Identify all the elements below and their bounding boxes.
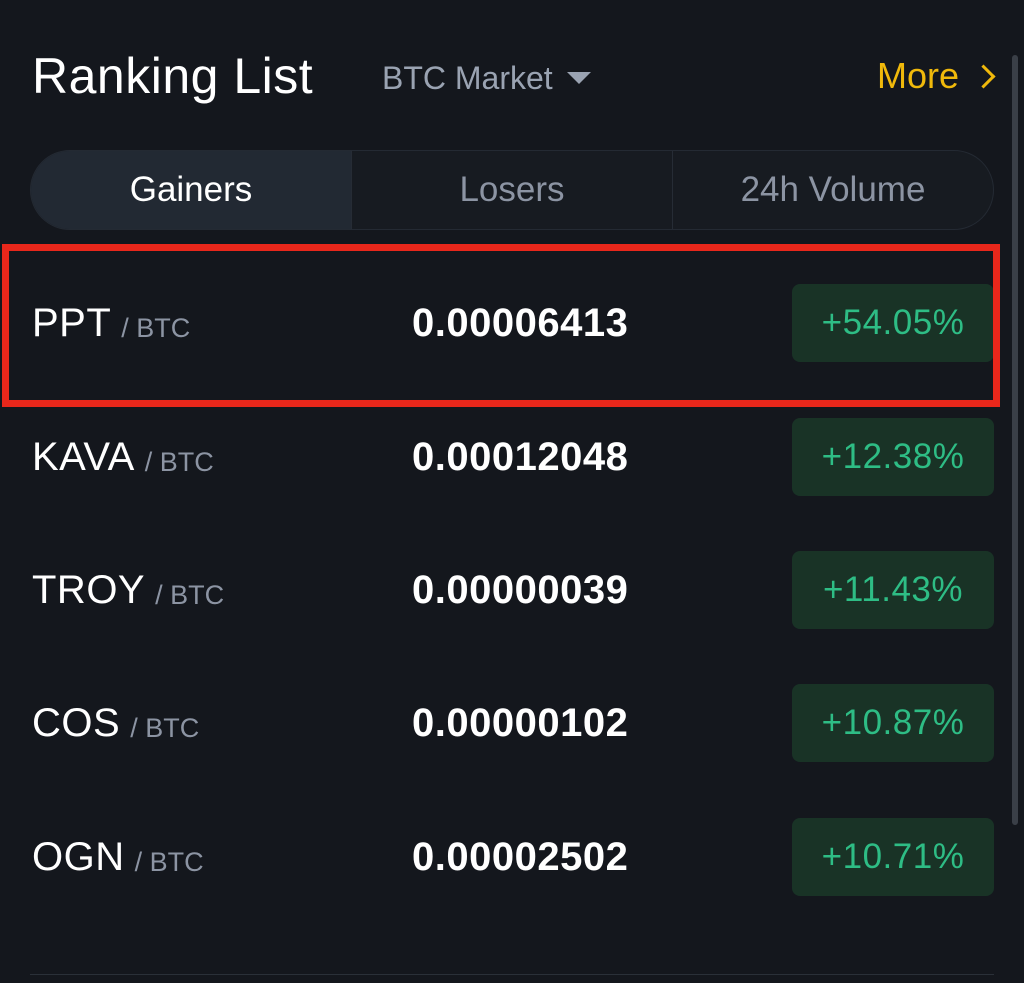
market-selector[interactable]: BTC Market [382,58,591,98]
trading-pair: TROY / BTC [32,525,224,655]
caret-down-icon [566,72,591,84]
header: Ranking List BTC Market More [32,44,998,114]
quote-asset: / BTC [134,846,204,877]
quote-asset: / BTC [121,312,191,343]
tab-24h-volume[interactable]: 24h Volume [740,170,926,209]
quote-asset: / BTC [144,446,214,477]
last-price: 0.00000102 [412,700,629,745]
change-badge: +10.71% [792,818,994,896]
divider [30,974,994,975]
last-price: 0.00000039 [412,567,629,612]
trading-pair: COS / BTC [32,658,199,788]
last-price: 0.00002502 [412,834,629,879]
trading-pair: OGN / BTC [32,792,204,922]
tab-losers[interactable]: Losers [352,151,673,229]
list-item[interactable]: OGN / BTC 0.00002502 +10.71% [0,792,1024,922]
scrollbar[interactable] [1012,55,1018,825]
chevron-right-icon [971,63,996,89]
base-asset: COS [32,700,121,745]
list-item[interactable]: COS / BTC 0.00000102 +10.87% [0,658,1024,788]
last-price: 0.00012048 [412,434,629,479]
list-item[interactable]: KAVA / BTC 0.00012048 +12.38% [0,392,1024,522]
change-badge: +11.43% [792,551,994,629]
list-item[interactable]: PPT / BTC 0.00006413 +54.05% [0,258,1024,388]
last-price: 0.00006413 [412,300,629,345]
tab-gainers[interactable]: Gainers [31,151,352,229]
page-title: Ranking List [32,48,314,104]
market-selector-label: BTC Market [382,59,553,96]
trading-pair: PPT / BTC [32,258,190,388]
change-badge: +12.38% [792,418,994,496]
more-link[interactable]: More [877,54,998,98]
base-asset: PPT [32,300,112,345]
change-badge: +10.87% [792,684,994,762]
base-asset: TROY [32,567,146,612]
base-asset: OGN [32,834,125,879]
trading-pair: KAVA / BTC [32,392,214,522]
ranking-tabs: Gainers Losers 24h Volume [30,150,994,230]
change-badge: +54.05% [792,284,994,362]
list-item[interactable]: TROY / BTC 0.00000039 +11.43% [0,525,1024,655]
quote-asset: / BTC [155,579,225,610]
base-asset: KAVA [32,434,135,479]
more-label: More [876,55,959,96]
quote-asset: / BTC [130,712,200,743]
